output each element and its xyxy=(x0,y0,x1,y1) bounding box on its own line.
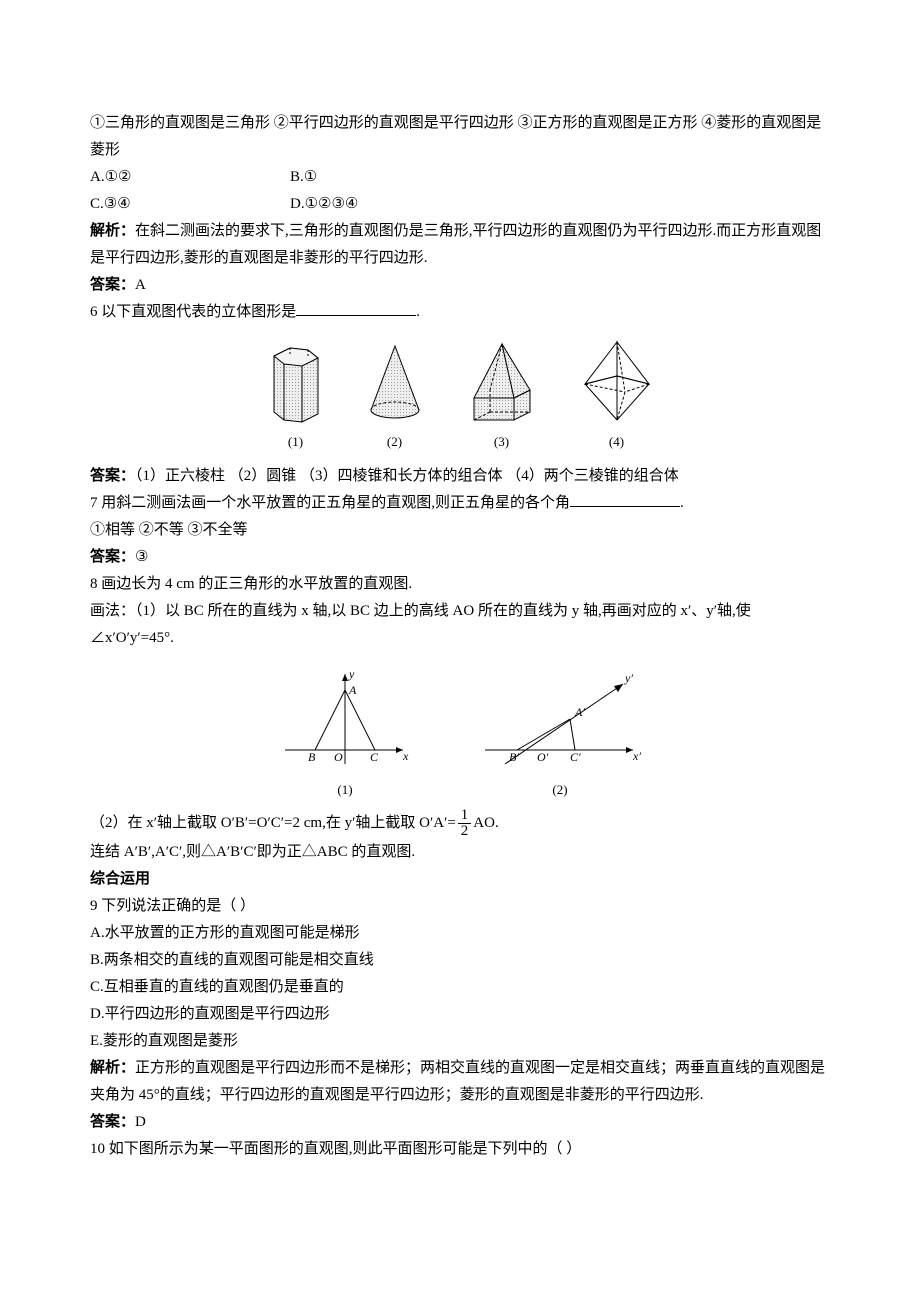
q9-option-d: D.平行四边形的直观图是平行四边形 xyxy=(90,1001,830,1028)
axis-x-label: x xyxy=(402,749,409,763)
q7-question-text: 7 用斜二测画法画一个水平放置的正五角星的直观图,则正五角星的各个角 xyxy=(90,495,570,511)
answer-label: 答案： xyxy=(90,468,135,484)
method-label: 画法： xyxy=(90,603,135,619)
q7-options: ①相等 ②不等 ③不全等 xyxy=(90,517,830,544)
q5-options-row2: C.③④ D.①②③④ xyxy=(90,191,830,218)
q5-option-d: D.①②③④ xyxy=(290,191,358,218)
q5-statements: ①三角形的直观图是三角形 ②平行四边形的直观图是平行四边形 ③正方形的直观图是正… xyxy=(90,110,830,164)
q5-answer: 答案：A xyxy=(90,272,830,299)
graph2-icon: y′ x′ A′ B′ C′ O′ xyxy=(475,664,645,774)
q10-question: 10 如下图所示为某一平面图形的直观图,则此平面图形可能是下列中的（ ） xyxy=(90,1136,830,1163)
fraction-denominator: 2 xyxy=(458,824,472,839)
shape-label-2: (2) xyxy=(363,430,427,453)
q9-answer: 答案：D xyxy=(90,1109,830,1136)
point-a-label: A xyxy=(348,683,357,697)
fraction-half: 1 2 xyxy=(458,808,472,839)
point-o-label: O xyxy=(334,750,343,764)
q9-analysis: 解析：正方形的直观图是平行四边形而不是梯形；两相交直线的直观图一定是相交直线；两… xyxy=(90,1055,830,1109)
shape-label-1: (1) xyxy=(264,430,328,453)
cone-icon xyxy=(363,336,427,426)
shape-cone: (2) xyxy=(363,336,427,453)
graph-oblique-axes: y′ x′ A′ B′ C′ O′ (2) xyxy=(475,664,645,801)
axis-yp-label: y′ xyxy=(624,671,633,685)
axis-xp-label: x′ xyxy=(632,749,641,763)
q8-step1-text: （1）以 BC 所在的直线为 x 轴,以 BC 边上的高线 AO 所在的直线为 … xyxy=(90,603,751,646)
q6-shape-row: (1) (2) (3) xyxy=(90,336,830,453)
axis-y-label: y xyxy=(348,667,355,681)
double-tetra-icon xyxy=(577,336,657,426)
point-c-label: C xyxy=(370,750,379,764)
analysis-label: 解析： xyxy=(90,1060,135,1076)
shape-double-tetrahedron: (4) xyxy=(577,336,657,453)
q9-option-e: E.菱形的直观图是菱形 xyxy=(90,1028,830,1055)
q5-answer-text: A xyxy=(135,277,146,293)
q6-answer: 答案：（1）正六棱柱 （2）圆锥 （3）四棱锥和长方体的组合体 （4）两个三棱锥… xyxy=(90,463,830,490)
q9-answer-text: D xyxy=(135,1114,146,1130)
answer-label: 答案： xyxy=(90,1114,135,1130)
hex-prism-icon xyxy=(264,336,328,426)
answer-label: 答案： xyxy=(90,277,135,293)
point-b-label: B xyxy=(308,750,316,764)
fill-blank xyxy=(296,301,416,316)
q8-question: 8 画边长为 4 cm 的正三角形的水平放置的直观图. xyxy=(90,571,830,598)
q6-question: 6 以下直观图代表的立体图形是. xyxy=(90,299,830,326)
fraction-numerator: 1 xyxy=(458,808,472,824)
q6-question-text: 6 以下直观图代表的立体图形是 xyxy=(90,304,296,320)
q8-step1: 画法：（1）以 BC 所在的直线为 x 轴,以 BC 边上的高线 AO 所在的直… xyxy=(90,598,830,652)
point-ap-label: A′ xyxy=(574,705,585,719)
point-op-label: O′ xyxy=(537,750,549,764)
q8-step2: （2）在 x′轴上截取 O′B′=O′C′=2 cm,在 y′轴上截取 O′A′… xyxy=(90,808,830,839)
shape-label-3: (3) xyxy=(462,430,542,453)
q5-analysis: 解析：在斜二测画法的要求下,三角形的直观图仍是三角形,平行四边形的直观图仍为平行… xyxy=(90,218,830,272)
q5-options-row1: A.①② B.① xyxy=(90,164,830,191)
shape-hexagonal-prism: (1) xyxy=(264,336,328,453)
q9-option-b: B.两条相交的直线的直观图可能是相交直线 xyxy=(90,947,830,974)
q8-conclusion: 连结 A′B′,A′C′,则△A′B′C′即为正△ABC 的直观图. xyxy=(90,839,830,866)
graph-label-1: (1) xyxy=(275,778,415,801)
q5-option-b: B.① xyxy=(290,164,317,191)
q9-option-c: C.互相垂直的直线的直观图仍是垂直的 xyxy=(90,974,830,1001)
graph-label-2: (2) xyxy=(475,778,645,801)
answer-label: 答案： xyxy=(90,549,135,565)
q7-answer-text: ③ xyxy=(135,549,148,565)
q6-answer-text: （1）正六棱柱 （2）圆锥 （3）四棱锥和长方体的组合体 （4）两个三棱锥的组合… xyxy=(135,468,679,484)
q9-analysis-text: 正方形的直观图是平行四边形而不是梯形；两相交直线的直观图一定是相交直线；两垂直直… xyxy=(90,1060,825,1103)
graph-original-axes: y x A B C O (1) xyxy=(275,664,415,801)
q7-question: 7 用斜二测画法画一个水平放置的正五角星的直观图,则正五角星的各个角. xyxy=(90,490,830,517)
fill-blank xyxy=(570,492,680,507)
q5-option-a: A.①② xyxy=(90,164,290,191)
point-cp-label: C′ xyxy=(570,750,581,764)
q7-answer: 答案：③ xyxy=(90,544,830,571)
section-heading: 综合运用 xyxy=(90,866,830,893)
point-bp-label: B′ xyxy=(509,750,519,764)
q8-step2-post: AO. xyxy=(473,810,498,837)
q8-graph-row: y x A B C O (1) y′ x′ A′ B′ C′ O′ (2) xyxy=(90,664,830,801)
analysis-label: 解析： xyxy=(90,223,135,239)
q5-analysis-text: 在斜二测画法的要求下,三角形的直观图仍是三角形,平行四边形的直观图仍为平行四边形… xyxy=(90,223,821,266)
q5-option-c: C.③④ xyxy=(90,191,290,218)
q9-question: 9 下列说法正确的是（ ） xyxy=(90,893,830,920)
pyramid-cuboid-icon xyxy=(462,336,542,426)
shape-label-4: (4) xyxy=(577,430,657,453)
graph1-icon: y x A B C O xyxy=(275,664,415,774)
shape-pyramid-cuboid: (3) xyxy=(462,336,542,453)
q9-option-a: A.水平放置的正方形的直观图可能是梯形 xyxy=(90,920,830,947)
q8-step2-pre: （2）在 x′轴上截取 O′B′=O′C′=2 cm,在 y′轴上截取 O′A′… xyxy=(90,810,456,837)
